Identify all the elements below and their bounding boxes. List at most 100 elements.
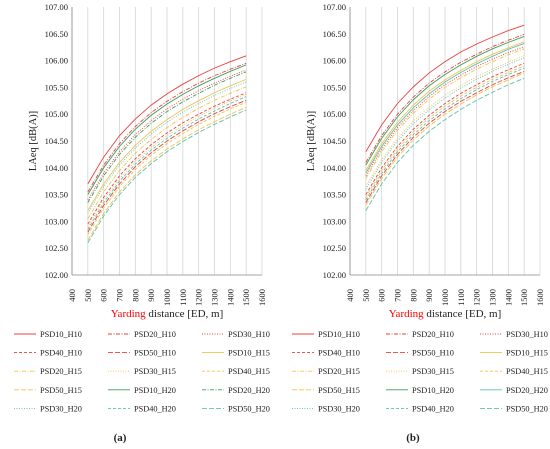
series-line-psd50-h15 (365, 72, 525, 206)
series-line-psd10-h10 (365, 24, 525, 152)
legend-label: PSD30_H15 (412, 367, 454, 376)
y-tick-label: 102.50 (323, 243, 346, 253)
legend-label: PSD10_H10 (40, 330, 82, 339)
x-axis-label-highlight: Yarding (389, 308, 424, 320)
series-line-psd20-h20 (365, 43, 525, 174)
panel-label: (a) (114, 432, 127, 444)
x-tick-label: 1300 (210, 289, 220, 306)
y-tick-label: 102.50 (45, 243, 68, 253)
legend-label: PSD20_H10 (412, 330, 454, 339)
x-tick-label: 1400 (225, 289, 235, 306)
legend-label: PSD40_H10 (40, 349, 82, 358)
legend-label: PSD30_H15 (134, 367, 176, 376)
x-tick-label: 1000 (162, 289, 172, 306)
y-tick-label: 103.00 (45, 216, 68, 226)
series-line-psd40-h10 (365, 62, 525, 195)
x-tick-label: 1000 (440, 289, 450, 306)
x-tick-label: 1300 (488, 289, 498, 306)
y-tick-label: 105.00 (323, 109, 346, 119)
x-tick-label: 1500 (519, 289, 529, 306)
series-line-psd10-h15 (365, 41, 525, 171)
y-tick-label: 104.50 (45, 136, 68, 146)
x-tick-label: 800 (408, 289, 418, 302)
series-line-psd20-h20 (87, 71, 247, 203)
legend-label: PSD20_H20 (228, 386, 270, 395)
y-tick-label: 106.50 (45, 29, 68, 39)
y-tick-label: 105.50 (45, 82, 68, 92)
x-tick-label: 500 (361, 289, 371, 302)
y-axis-label: LAeq [dB(A)] (28, 111, 39, 171)
series-line-psd40-h15 (365, 65, 525, 198)
x-tick-label: 700 (115, 289, 125, 302)
x-tick-label: 1100 (178, 289, 188, 306)
legend-label: PSD30_H10 (506, 330, 548, 339)
series-line-psd40-h15 (87, 101, 247, 236)
y-tick-label: 104.50 (323, 136, 346, 146)
legend-label: PSD50_H15 (40, 386, 82, 395)
legend: PSD10_H10 PSD20_H10 PSD30_H10 PSD40_H10 PSD5… (14, 330, 270, 413)
x-axis-label-rest: distance [ED, m] (424, 308, 502, 320)
y-axis-label: LAeq [dB(A)] (306, 111, 317, 171)
y-tick-label: 102.00 (45, 270, 68, 280)
legend-label: PSD40_H20 (134, 404, 176, 413)
series-line-psd40-h10 (87, 92, 247, 225)
series-line-psd20-h10 (87, 62, 247, 193)
series-line-psd10-h15 (87, 78, 247, 211)
y-tick-label: 104.00 (45, 163, 68, 173)
legend-label: PSD10_H15 (506, 349, 548, 358)
x-tick-label: 600 (377, 289, 387, 302)
series-line-psd30-h15 (87, 93, 247, 227)
x-tick-label: 1200 (472, 289, 482, 306)
legend-label: PSD20_H10 (134, 330, 176, 339)
x-axis-label: Yarding distance [ED, m] (111, 308, 224, 320)
x-tick-label: 900 (424, 289, 434, 302)
x-axis-label-highlight: Yarding (111, 308, 146, 320)
legend-label: PSD10_H20 (412, 386, 454, 395)
chart-panel-1: 400 500 600 700 800 900 1000 1100 1200 1300 1400 15… (14, 2, 270, 444)
y-tick-label: 102.00 (323, 270, 346, 280)
x-axis-label: Yarding distance [ED, m] (389, 308, 502, 320)
legend-label: PSD10_H20 (134, 386, 176, 395)
legend-label: PSD30_H20 (40, 404, 82, 413)
y-tick-label: 104.00 (323, 163, 346, 173)
legend-label: PSD50_H20 (506, 404, 548, 413)
series-line-psd50-h15 (87, 106, 247, 241)
legend-label: PSD20_H15 (40, 367, 82, 376)
x-tick-label: 800 (130, 289, 140, 302)
y-tick-label: 106.50 (323, 29, 346, 39)
y-tick-label: 106.00 (323, 56, 346, 66)
x-tick-label: 700 (393, 289, 403, 302)
x-tick-label: 500 (83, 289, 93, 302)
legend-label: PSD50_H10 (412, 349, 454, 358)
series-line-psd40-h20 (365, 67, 525, 201)
x-tick-label: 1400 (503, 289, 513, 306)
legend-label: PSD50_H15 (318, 386, 360, 395)
y-tick-label: 103.00 (323, 216, 346, 226)
legend-label: PSD10_H15 (228, 349, 270, 358)
legend-label: PSD50_H20 (228, 404, 270, 413)
legend-label: PSD30_H20 (318, 404, 360, 413)
legend-label: PSD40_H20 (412, 404, 454, 413)
legend-label: PSD10_H10 (318, 330, 360, 339)
y-tick-label: 103.50 (323, 190, 346, 200)
legend-label: PSD40_H15 (506, 367, 548, 376)
chart-panel-2: 400 500 600 700 800 900 1000 1100 1200 1300 1400 15… (292, 2, 548, 444)
x-tick-label: 1600 (257, 289, 267, 306)
x-tick-label: 400 (67, 289, 77, 302)
x-tick-label: 1600 (535, 289, 545, 306)
y-tick-label: 105.00 (45, 109, 68, 119)
x-axis-label-rest: distance [ED, m] (146, 308, 224, 320)
series-line-psd20-h10 (365, 33, 525, 163)
series-line-psd10-h20 (365, 36, 525, 166)
series-line-psd50-h10 (87, 99, 247, 233)
y-tick-label: 103.50 (45, 190, 68, 200)
series-line-psd20-h15 (87, 86, 247, 219)
x-tick-label: 900 (146, 289, 156, 302)
legend-label: PSD40_H15 (228, 367, 270, 376)
x-tick-label: 1200 (194, 289, 204, 306)
x-tick-label: 600 (99, 289, 109, 302)
series-line-psd10-h20 (87, 64, 247, 195)
series-line-psd50-h20 (365, 77, 525, 211)
series-line-psd20-h15 (365, 48, 525, 179)
